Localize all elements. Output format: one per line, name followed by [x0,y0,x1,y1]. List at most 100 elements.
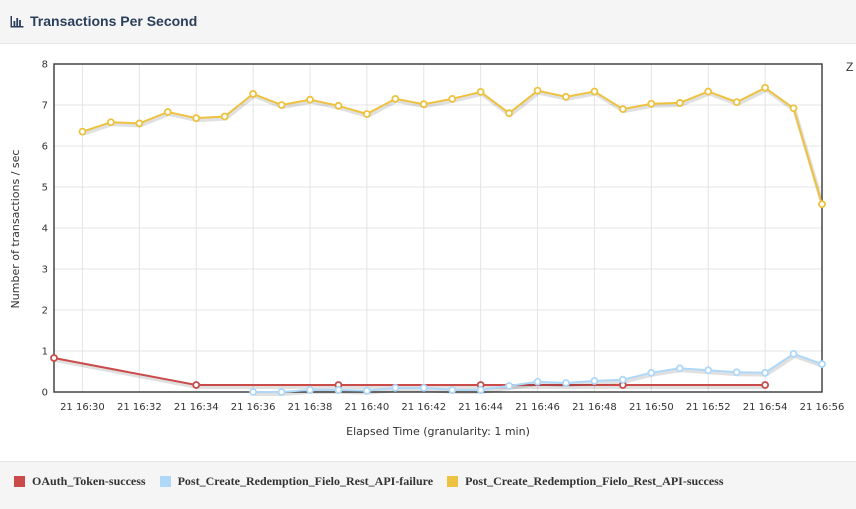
data-point [192,381,201,389]
data-point [306,386,314,394]
data-point [533,377,542,386]
bar-chart-icon [10,15,24,28]
legend-swatch [14,476,25,487]
data-point [704,366,713,375]
panel-title: Transactions Per Second [10,13,197,29]
series-1 [249,349,826,396]
y-tick-label: 1 [42,347,48,358]
data-point [334,101,343,110]
data-point [618,105,627,113]
y-tick-label: 2 [42,306,48,317]
data-point [533,86,542,95]
tps-chart: 0 1 2 3 4 5 6 7 8 21 16:30 21 16:32 21 16:34 21 16:3… [9,60,845,439]
data-point [476,87,485,96]
x-tick-label: 21 16:34 [174,402,219,413]
data-point [562,379,570,387]
chart-axes: 0 1 2 3 4 5 6 7 8 21 16:30 21 16:32 21 16:34 21 16:3… [42,60,845,414]
legend-label: Post_Create_Redemption_Fielo_Rest_API-fa… [177,474,434,488]
data-point [732,368,741,377]
series-2 [78,83,826,209]
x-tick-label: 21 16:40 [345,402,390,413]
data-point [704,87,713,96]
legend-item[interactable]: Post_Create_Redemption_Fielo_Rest_API-su… [447,474,724,489]
data-point [761,381,770,389]
data-point [789,349,798,358]
data-point [618,375,627,384]
x-tick-label: 21 16:42 [401,402,446,413]
data-point [590,87,599,96]
data-point [789,104,798,113]
x-tick-label: 21 16:36 [231,402,276,413]
data-point [448,94,457,103]
legend-item[interactable]: Post_Create_Redemption_Fielo_Rest_API-fa… [159,474,434,489]
x-tick-label: 21 16:32 [117,402,162,413]
data-point [50,354,58,362]
data-point [192,114,201,123]
data-point [306,95,314,104]
x-tick-label: 21 16:52 [686,402,731,413]
data-point [106,118,115,127]
data-point [391,94,400,103]
y-tick-label: 3 [42,265,48,276]
data-point [277,101,286,109]
legend-label: OAuth_Token-success [32,474,146,488]
data-point [761,83,770,92]
y-tick-label: 6 [42,142,48,153]
legend-swatch [447,476,459,487]
data-point [419,100,428,109]
data-point [562,92,570,101]
data-point [391,383,400,392]
x-tick-label: 21 16:54 [743,402,788,413]
y-tick-label: 7 [42,101,48,112]
x-tick-label: 21 16:38 [288,402,333,413]
data-point [732,98,741,107]
x-tick-label: 21 16:44 [458,402,503,413]
data-point [675,364,684,373]
data-point [78,127,87,136]
chart-series [50,83,826,396]
x-tick-label: 21 16:56 [800,402,845,413]
y-tick-label: 0 [42,388,48,399]
legend-item[interactable]: OAuth_Token-success [14,474,146,489]
series-line-shadow [82,87,825,207]
side-glyph: Z [846,60,854,74]
data-point [818,360,826,369]
x-tick-label: 21 16:46 [515,402,560,413]
data-point [590,377,599,385]
data-point [362,110,371,118]
y-axis-title: Number of transactions / sec [9,150,22,309]
data-point [220,112,229,121]
chart-legend: OAuth_Token-success Post_Create_Redemptio… [14,474,738,489]
data-point [448,386,457,394]
data-point [476,386,485,394]
legend-label: Post_Create_Redemption_Fielo_Rest_API-su… [465,474,724,488]
data-point [647,368,656,377]
data-point [419,383,428,392]
data-point [249,90,258,98]
data-point [277,388,286,396]
data-point [675,99,684,107]
legend-swatch [159,476,171,487]
panel-header: Transactions Per Second [0,0,856,44]
data-point [135,119,144,128]
y-tick-label: 5 [42,183,48,194]
data-point [362,386,371,395]
y-tick-label: 8 [42,60,48,71]
data-point [505,109,514,118]
x-tick-label: 21 16:48 [572,402,617,413]
x-tick-label: 21 16:30 [60,402,105,413]
y-tick-label: 4 [42,224,48,235]
legend-bar [0,461,856,509]
data-point [163,108,172,116]
data-point [818,200,826,209]
series-line [53,357,766,386]
plot-border [53,63,823,393]
data-point [249,388,258,396]
x-axis-title: Elapsed Time (granularity: 1 min) [346,425,530,438]
data-point [505,381,514,390]
data-point [334,386,343,394]
panel-title-text: Transactions Per Second [30,13,198,29]
data-point [647,99,656,108]
x-tick-label: 21 16:50 [629,402,674,413]
data-point [761,368,770,377]
